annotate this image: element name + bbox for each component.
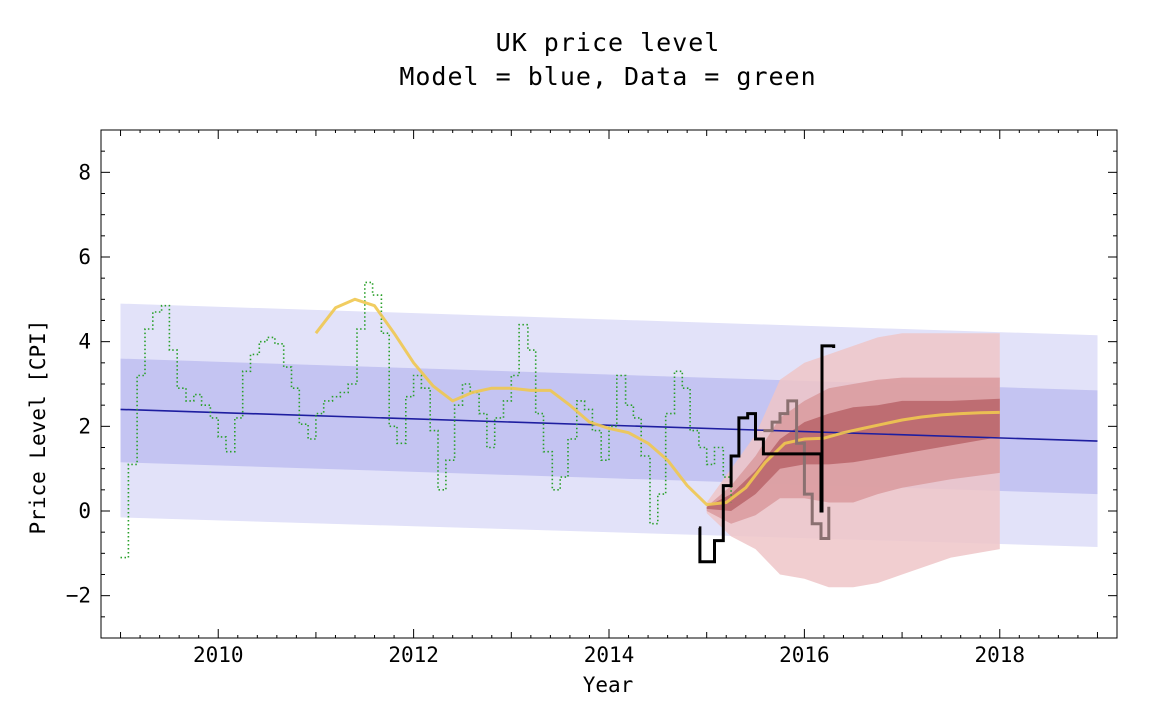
ticks-layer <box>100 129 1118 639</box>
x-axis-label: Year <box>583 673 634 697</box>
x-tick-label: 2010 <box>193 643 244 667</box>
y-tick-label: 0 <box>78 499 91 523</box>
y-axis-label: Price Level [CPI] <box>26 320 50 535</box>
y-tick-label: −2 <box>66 584 91 608</box>
data-line <box>120 281 732 559</box>
x-tick-label: 2016 <box>779 643 830 667</box>
chart-subtitle: Model = blue, Data = green <box>399 62 817 91</box>
forecast-band-inner <box>706 398 1000 511</box>
chart-title: UK price level <box>495 28 721 57</box>
y-tick-label: 2 <box>78 414 91 438</box>
recent-gray-step <box>763 399 831 540</box>
model-line <box>120 408 1098 442</box>
smoothed-line <box>314 297 1000 507</box>
y-tick-label: 4 <box>78 330 91 354</box>
lines-layer <box>120 281 1098 564</box>
x-tick-label: 2014 <box>584 643 635 667</box>
x-tick-label: 2018 <box>974 643 1025 667</box>
recent-black-step <box>698 344 836 564</box>
forecast-layer <box>706 333 1000 588</box>
y-tick-label: 8 <box>78 160 91 184</box>
y-tick-label: 6 <box>78 245 91 269</box>
x-tick-label: 2012 <box>388 643 439 667</box>
tick-labels: 2010 2012 2014 2016 2018 −2 0 2 4 6 8 <box>66 160 1025 667</box>
